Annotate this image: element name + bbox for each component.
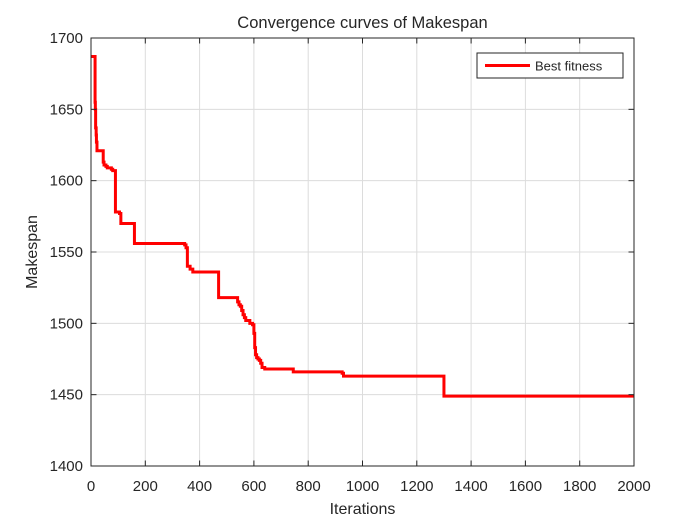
x-tick-label: 1000 xyxy=(346,478,379,495)
y-axis-label: Makespan xyxy=(24,215,41,289)
series-layer xyxy=(91,55,634,398)
x-tick-label: 1200 xyxy=(400,478,433,495)
y-tick-label: 1500 xyxy=(50,315,83,332)
x-tick-label: 1800 xyxy=(563,478,596,495)
x-tick-label: 2000 xyxy=(617,478,650,495)
x-tick-label: 800 xyxy=(296,478,321,495)
chart-title: Convergence curves of Makespan xyxy=(237,14,487,32)
y-tick-label: 1600 xyxy=(50,173,83,190)
legend-label-best-fitness: Best fitness xyxy=(535,59,603,74)
axis-ticks: 0 200 400 600 800 1000 1200 1400 1600 1800 2000 140… xyxy=(50,30,651,495)
x-axis-label: Iterations xyxy=(330,501,396,518)
y-tick-label: 1450 xyxy=(50,387,83,404)
x-tick-label: 200 xyxy=(133,478,158,495)
y-tick-label: 1700 xyxy=(50,30,83,47)
y-tick-label: 1550 xyxy=(50,244,83,261)
x-tick-label: 600 xyxy=(241,478,266,495)
x-tick-label: 1400 xyxy=(454,478,487,495)
y-tick-label: 1650 xyxy=(50,101,83,118)
y-tick-label: 1400 xyxy=(50,458,83,475)
legend: Best fitness xyxy=(476,52,624,79)
x-tick-label: 1600 xyxy=(509,478,542,495)
x-tick-label: 0 xyxy=(87,478,95,495)
series-line-best-fitness xyxy=(91,55,634,398)
x-tick-label: 400 xyxy=(187,478,212,495)
